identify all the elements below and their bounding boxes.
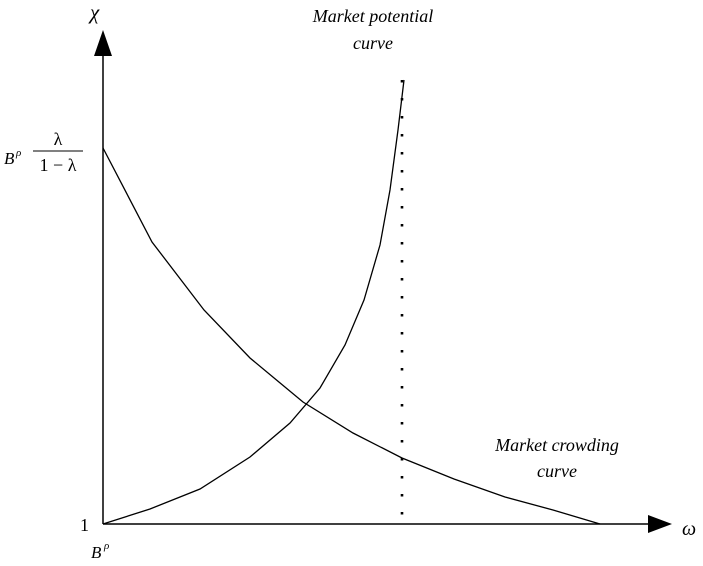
- y-top-tick-base: B: [4, 149, 15, 168]
- y-axis-arrowhead: [94, 30, 112, 56]
- market-crowding-label-line1: Market crowding: [494, 435, 619, 455]
- y-top-tick-numerator: λ: [54, 129, 63, 149]
- x-axis-arrowhead: [648, 515, 672, 533]
- y-top-tick-denominator: 1 − λ: [40, 155, 77, 175]
- market-crowding-label-line2: curve: [537, 461, 577, 481]
- market-potential-label-line2: curve: [353, 33, 393, 53]
- market-potential-label-line1: Market potential: [312, 6, 433, 26]
- y-intercept-label: 1: [80, 515, 89, 535]
- market-crowding-curve: [102, 147, 601, 525]
- x-origin-label-exponent: ρ: [103, 540, 109, 552]
- y-top-tick-exponent: ρ: [15, 147, 21, 159]
- y-axis-label: χ: [88, 0, 100, 24]
- x-origin-label-base: B: [91, 543, 102, 562]
- x-axis-label: ω: [682, 518, 696, 540]
- market-potential-curve: [102, 79, 405, 525]
